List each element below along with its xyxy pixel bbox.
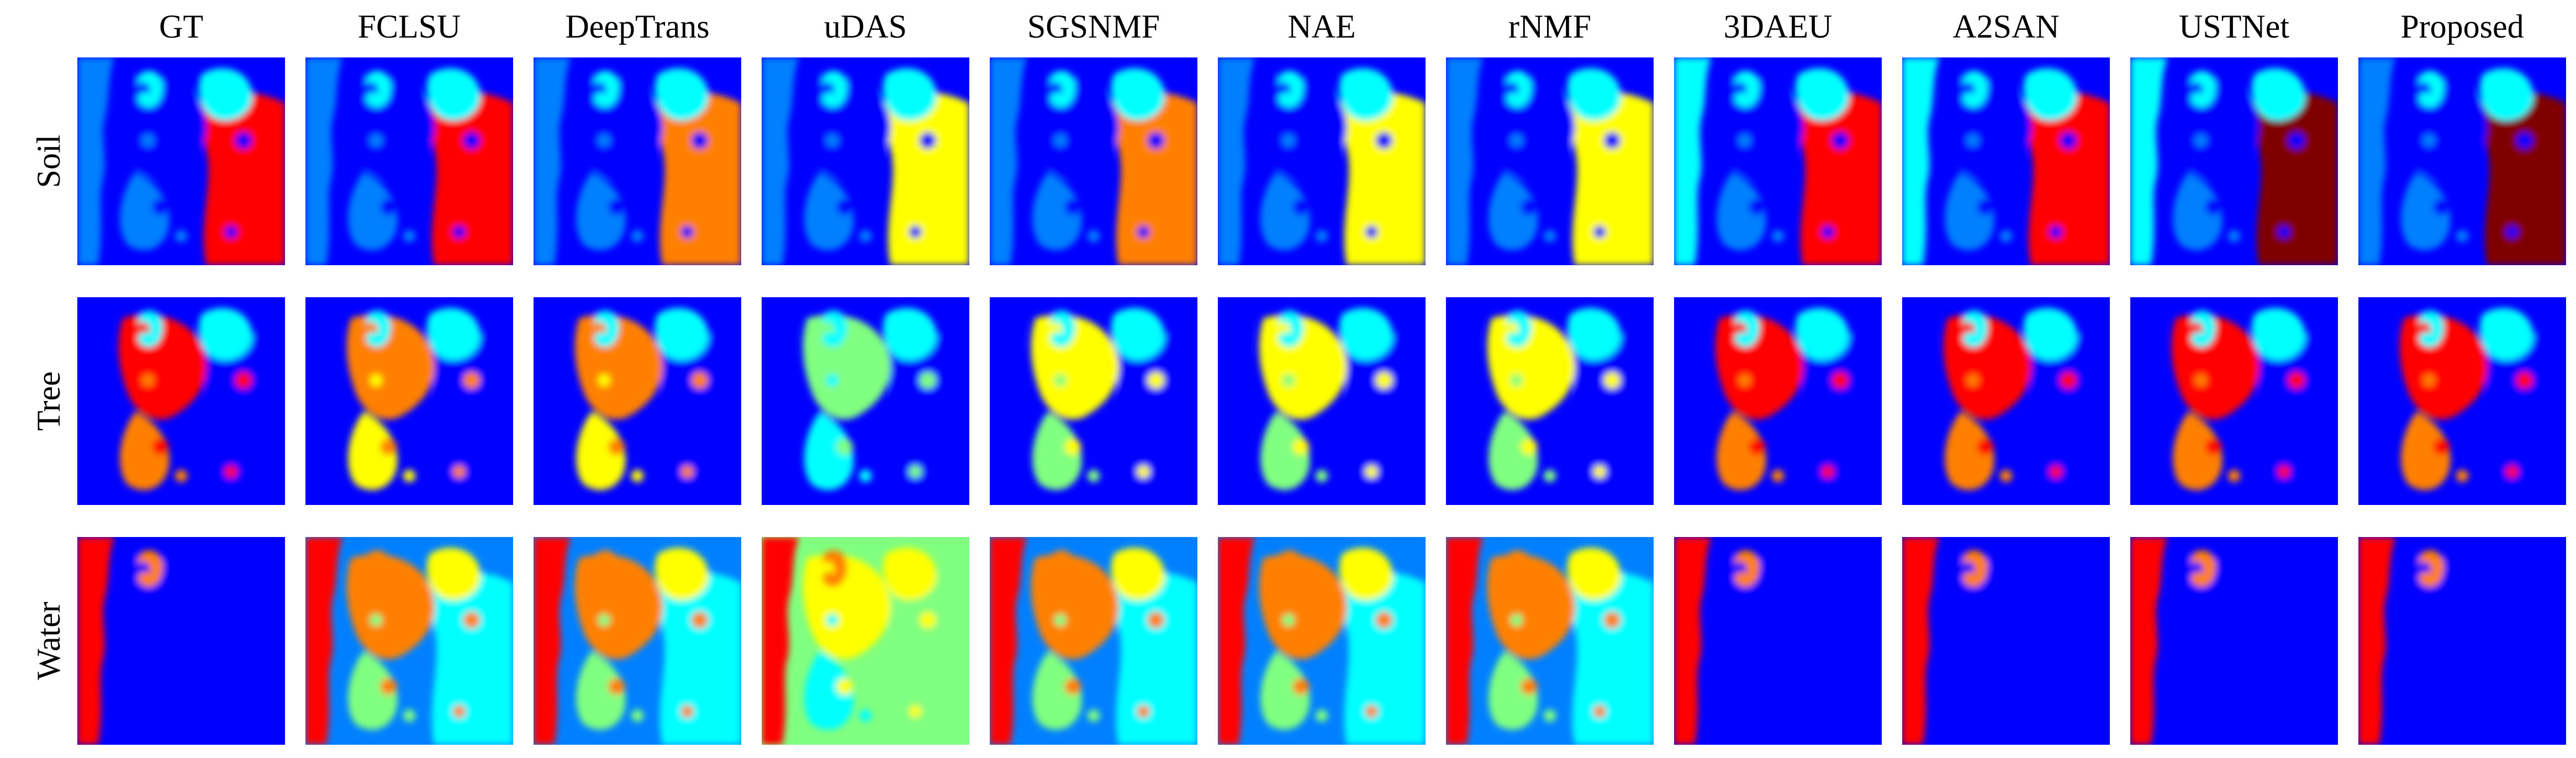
column-label-3daeu: 3DAEU <box>1723 8 1833 45</box>
abundance-map-tree-a2san <box>1902 297 2110 505</box>
abundance-map-water-ustnet <box>2130 537 2338 745</box>
column-label-udas: uDAS <box>824 8 907 45</box>
abundance-map-water-deeptrans <box>534 537 741 745</box>
abundance-map-soil-ustnet <box>2130 57 2338 265</box>
abundance-map-soil-gt <box>77 57 285 265</box>
column-label-sgsnmf: SGSNMF <box>1027 8 1160 45</box>
abundance-map-soil-3daeu <box>1674 57 1882 265</box>
abundance-map-tree-fclsu <box>305 297 513 505</box>
row-label-water: Water <box>30 602 67 680</box>
column-label-rnmf: rNMF <box>1508 8 1592 45</box>
abundance-map-soil-proposed <box>2358 57 2566 265</box>
abundance-map-soil-rnmf <box>1446 57 1654 265</box>
abundance-map-tree-udas <box>762 297 969 505</box>
abundance-map-water-fclsu <box>305 537 513 745</box>
abundance-map-tree-nae <box>1218 297 1426 505</box>
row-label-tree: Tree <box>30 371 67 431</box>
abundance-map-water-gt <box>77 537 285 745</box>
abundance-map-tree-3daeu <box>1674 297 1882 505</box>
column-label-gt: GT <box>159 8 203 45</box>
abundance-map-soil-a2san <box>1902 57 2110 265</box>
column-label-proposed: Proposed <box>2400 8 2524 45</box>
abundance-map-water-sgsnmf <box>990 537 1197 745</box>
abundance-map-tree-sgsnmf <box>990 297 1197 505</box>
abundance-map-tree-proposed <box>2358 297 2566 505</box>
column-label-ustnet: USTNet <box>2179 8 2289 45</box>
abundance-map-water-proposed <box>2358 537 2566 745</box>
abundance-map-water-3daeu <box>1674 537 1882 745</box>
abundance-map-tree-rnmf <box>1446 297 1654 505</box>
column-label-nae: NAE <box>1287 8 1356 45</box>
abundance-map-soil-nae <box>1218 57 1426 265</box>
abundance-map-soil-deeptrans <box>534 57 741 265</box>
abundance-map-water-rnmf <box>1446 537 1654 745</box>
abundance-map-water-a2san <box>1902 537 2110 745</box>
column-label-deeptrans: DeepTrans <box>565 8 710 45</box>
abundance-map-soil-sgsnmf <box>990 57 1197 265</box>
abundance-map-soil-udas <box>762 57 969 265</box>
row-label-soil: Soil <box>30 134 67 188</box>
abundance-map-soil-fclsu <box>305 57 513 265</box>
abundance-map-water-nae <box>1218 537 1426 745</box>
abundance-map-tree-deeptrans <box>534 297 741 505</box>
column-label-fclsu: FCLSU <box>357 8 461 45</box>
abundance-map-water-udas <box>762 537 969 745</box>
abundance-map-tree-gt <box>77 297 285 505</box>
abundance-map-tree-ustnet <box>2130 297 2338 505</box>
column-label-a2san: A2SAN <box>1952 8 2060 45</box>
